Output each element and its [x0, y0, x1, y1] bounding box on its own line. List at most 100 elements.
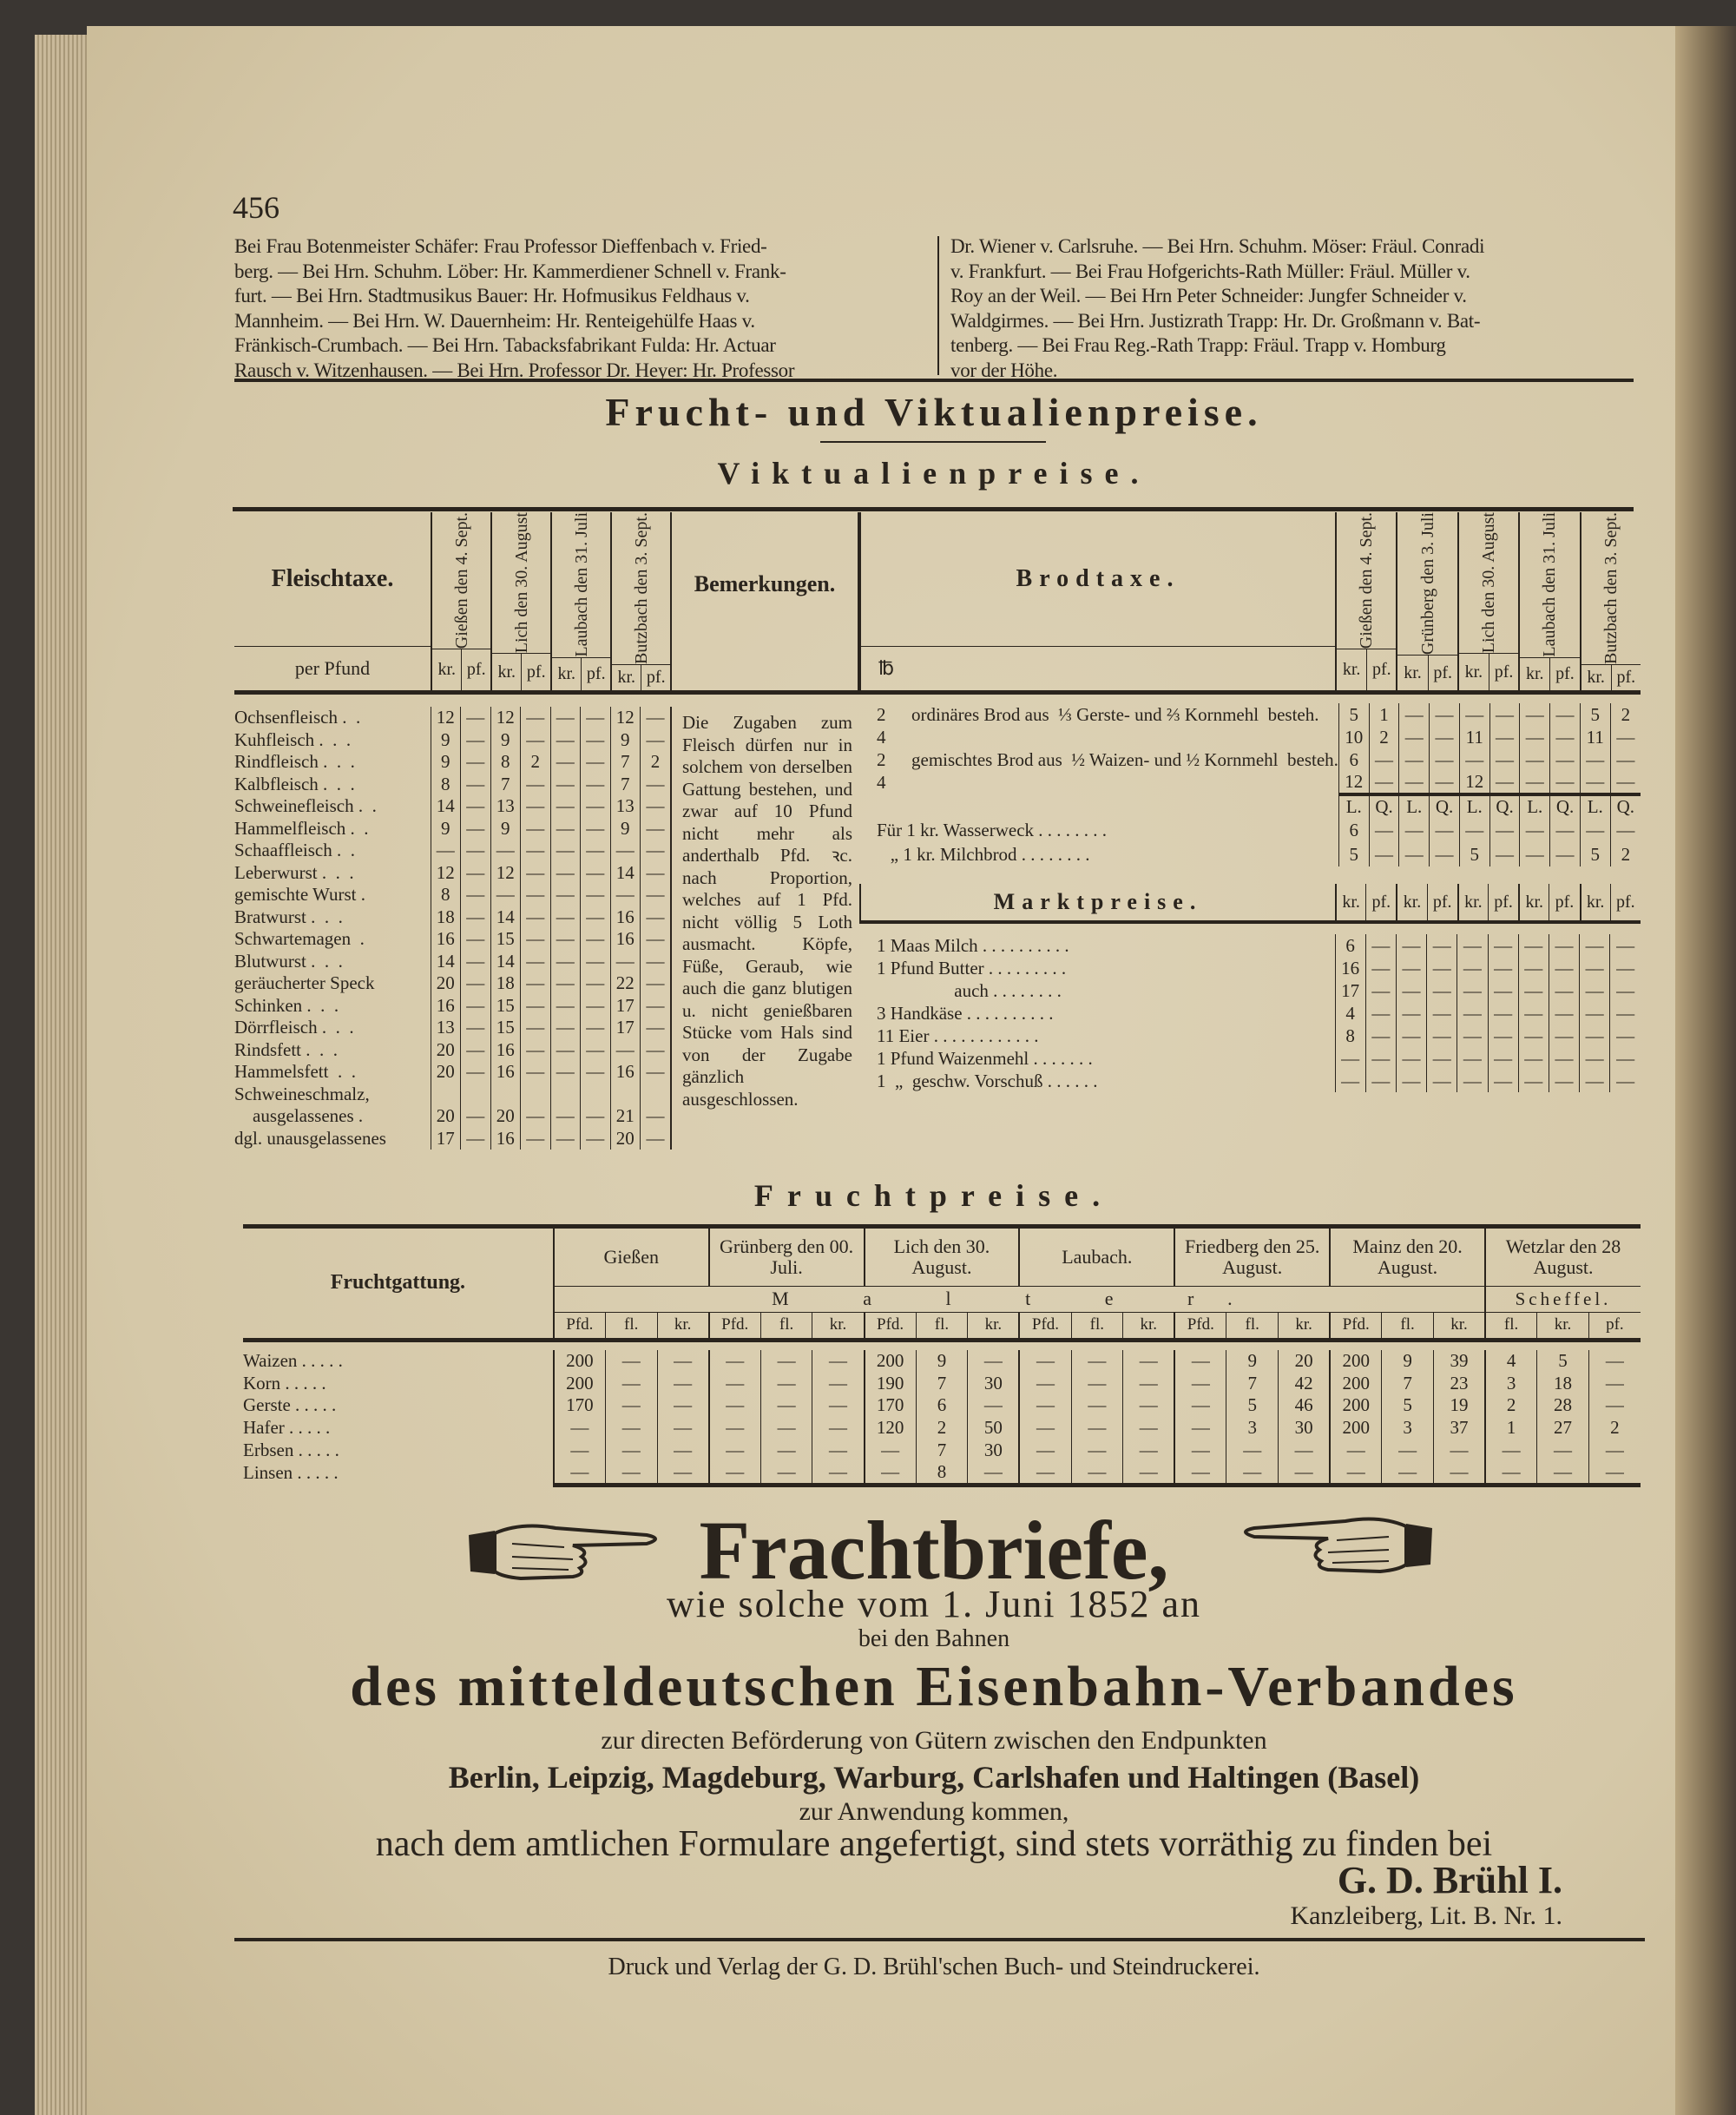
price-cell: — — [552, 1416, 606, 1440]
price-cell: — — [460, 728, 490, 751]
price-cell: — — [1609, 748, 1641, 771]
price-cell: 16 — [609, 1061, 641, 1084]
price-cell: — — [1364, 957, 1397, 979]
price-cell: 8 — [430, 773, 461, 795]
table-row: 3 Handkäse . . . . . . . . . . 4— — — — — — — — — — [859, 1002, 1641, 1025]
price-cell: — — [1536, 1439, 1589, 1461]
price-cell: — — [812, 1439, 865, 1461]
price-cell: 8 — [915, 1460, 968, 1487]
place-header: Grünberg den 00. Juli. — [707, 1229, 865, 1286]
price-cell: — — [1432, 1439, 1486, 1461]
place-header: Lich den 30. August kr. pf. — [1457, 512, 1519, 690]
table-row: Schwartemagen . 16—15— — —16— — [234, 928, 670, 951]
price-cell: — — [1549, 726, 1581, 748]
price-cell: — — [1426, 1025, 1457, 1047]
unit-subheader: pf. — [1426, 884, 1457, 920]
price-cell: — — [1018, 1372, 1072, 1395]
notice-line: Roy an der Weil. — Bei Hrn Peter Schneid… — [950, 285, 1467, 306]
price-cell: 20 — [430, 1061, 461, 1084]
item-name: ausgelassenes . — [234, 1105, 364, 1127]
price-cell: — — [1579, 818, 1611, 842]
price-cell: — — [580, 817, 610, 840]
lq-label: Q. — [1609, 793, 1641, 818]
remarks-header: Bemerkungen. — [670, 512, 859, 690]
price-cell: — — [1364, 1070, 1397, 1092]
price-cell: 17 — [430, 1127, 461, 1150]
price-cell: — — [1395, 1070, 1427, 1092]
item-name: geräucherter Speck — [234, 972, 375, 994]
price-cell: 7 — [915, 1372, 968, 1395]
price-cell: 11 — [1579, 726, 1611, 748]
price-cell: — — [520, 1017, 550, 1039]
item-description: 3 Handkäse . . . . . . . . . . — [877, 1002, 1054, 1024]
price-cell: — — [520, 1038, 550, 1061]
price-cell: 20 — [609, 1127, 641, 1150]
table-row: Schweineschmalz, — [234, 1083, 670, 1105]
notice-line: Rausch v. Witzenhausen. — Bei Hrn. Profe… — [234, 359, 795, 381]
price-cell: — — [520, 840, 550, 862]
price-cell: 20 — [430, 1105, 461, 1128]
table-row: gemischte Wurst . 8— — — — — — — — [234, 884, 670, 906]
price-cell: 9 — [430, 817, 461, 840]
price-cell: — — [1579, 1002, 1610, 1025]
price-cell: — — [1426, 1070, 1457, 1092]
item-description: gemischtes Brod aus ½ Waizen- und ½ Korn… — [911, 748, 1338, 770]
price-cell: 20 — [490, 1105, 521, 1128]
price-cell: 2 — [640, 751, 670, 774]
price-cell: 14 — [430, 950, 461, 972]
price-cell: 200 — [1329, 1416, 1382, 1440]
price-cell: — — [1609, 957, 1641, 979]
price-cell: 9 — [609, 817, 641, 840]
unit-subheader: kr. — [967, 1311, 1020, 1342]
price-cell: 16 — [609, 928, 641, 951]
unit-subheader: Pfd. — [863, 1311, 917, 1342]
unit-subheader: fl. — [604, 1311, 658, 1342]
unit-subheader: fl. — [915, 1311, 968, 1342]
price-cell: — — [1018, 1416, 1072, 1440]
price-cell: — — [520, 707, 550, 729]
price-cell: — — [580, 840, 610, 862]
price-cell: 5 — [1536, 1350, 1589, 1373]
price-cell: — — [520, 994, 550, 1017]
price-cell: — — [549, 817, 581, 840]
price-cell: — — [549, 751, 581, 774]
fruchtpreise-table: Fruchtgattung. Gießen Grünberg den 00. Jul… — [243, 1229, 1641, 1487]
ad-line-5: Berlin, Leipzig, Magdeburg, Warburg, Car… — [448, 1760, 1420, 1795]
unit-subheader: pf. — [1365, 884, 1396, 920]
price-cell: 5 — [1338, 842, 1370, 866]
price-cell: — — [1579, 1047, 1610, 1070]
price-cell: — — [1426, 934, 1457, 957]
price-cell: — — [549, 994, 581, 1017]
price-cell: — — [1487, 979, 1519, 1002]
price-cell: — — [549, 861, 581, 884]
price-cell: 6 — [915, 1394, 968, 1417]
unit-subheader: kr. — [1404, 662, 1422, 682]
table-row: auch . . . . . . . . 17— — — — — — — — — — [859, 979, 1641, 1002]
unit-subheader: kr. — [497, 662, 516, 682]
table-row: Hafer . . . . . — — — — — —120 2 50— — — —3 30 200 3 37… — [243, 1416, 1641, 1440]
price-cell: 7 — [609, 773, 641, 795]
price-cell: 3 — [1484, 1372, 1537, 1395]
price-cell: — — [549, 1038, 581, 1061]
price-cell: — — [1364, 1025, 1397, 1047]
price-cell: — — [812, 1394, 865, 1417]
price-cell: — — [967, 1460, 1020, 1487]
place-name: Lich den 30. August — [1478, 512, 1498, 654]
item-name: Kuhfleisch . . . — [234, 728, 352, 750]
price-cell: — — [1588, 1394, 1641, 1417]
brodtaxe-section: Brodtaxe. ℔ Gießen den 4. Sept. kr. pf. Grü… — [859, 512, 1641, 1092]
price-cell: — — [1579, 1025, 1610, 1047]
place-header: Mainz den 20. August. — [1329, 1229, 1486, 1286]
place-header: Laubach den 31. Juli kr. pf. — [550, 512, 610, 690]
price-cell: — — [1381, 1439, 1434, 1461]
price-cell: — — [460, 1038, 490, 1061]
item-description: 1 Maas Milch . . . . . . . . . . — [877, 934, 1069, 956]
price-cell: — — [640, 1038, 670, 1061]
table-row: Leberwurst . . . 12—12— — —14— — [234, 861, 670, 884]
unit-subheader: kr. — [1525, 663, 1544, 683]
price-cell: — — [707, 1439, 761, 1461]
price-cell — [430, 1083, 461, 1105]
price-cell: — — [1364, 1047, 1397, 1070]
price-cell: 39 — [1432, 1350, 1486, 1373]
price-cell: — — [760, 1394, 812, 1417]
